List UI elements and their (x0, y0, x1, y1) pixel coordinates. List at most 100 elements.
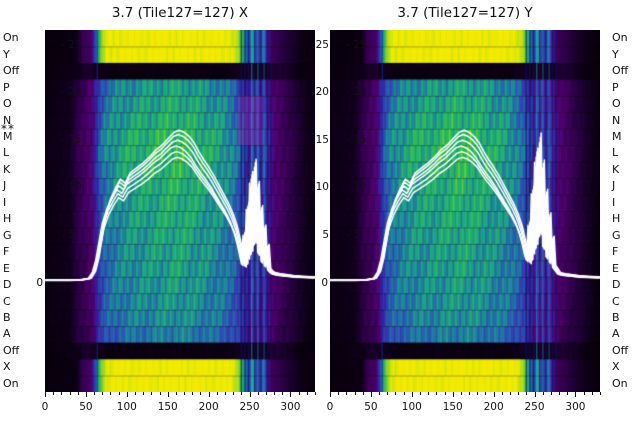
row-label-left: X (3, 360, 11, 374)
panel-title-y: 3.7 (Tile127=127) Y (397, 5, 533, 21)
row-label-right: B (612, 310, 620, 324)
x-tick-mark (403, 392, 405, 395)
row-label-right: M (612, 129, 622, 143)
x-tick-mark (175, 392, 177, 395)
x-tick-mark (306, 392, 308, 395)
x-tick-mark (395, 392, 397, 395)
row-label-right: D (612, 278, 621, 292)
y-tick-label-gap: 25 (315, 38, 329, 51)
x-tick-mark (159, 392, 161, 395)
row-label-right: F (612, 245, 619, 259)
x-tick-mark (265, 392, 267, 395)
row-label-left: A (3, 327, 11, 341)
x-tick-mark (600, 392, 601, 395)
row-label-left: F (3, 245, 10, 259)
row-label-right: N (612, 113, 621, 127)
x-tick-mark (45, 392, 46, 397)
x-tick-mark (216, 392, 218, 395)
x-tick-mark (542, 392, 544, 395)
x-tick-mark (315, 392, 316, 395)
y-tick-label-gap: 10 (315, 181, 329, 194)
x-tick-label: 100 (116, 401, 137, 413)
row-label-right: I (612, 195, 616, 209)
x-tick-mark (452, 392, 454, 397)
x-tick-mark (102, 392, 104, 395)
y-zero-label: 0 (36, 276, 43, 289)
x-tick-mark (143, 392, 145, 395)
heatmap-panel-y-canvas (330, 30, 600, 392)
x-tick-label: 250 (239, 401, 260, 413)
row-label-left: D (3, 278, 12, 292)
row-label-left: P (3, 80, 10, 94)
row-label-right: Off (612, 64, 629, 78)
x-tick-mark (77, 392, 79, 395)
row-label-left: C (3, 294, 11, 308)
x-tick-mark (53, 392, 55, 395)
y-tick-label-inner: - 5 (61, 228, 75, 241)
row-label-right: On (612, 31, 628, 45)
x-tick-label: 50 (79, 401, 93, 413)
x-tick-mark (241, 392, 243, 395)
x-tick-mark (526, 392, 528, 395)
y-tick-label-inner: - 10 (346, 181, 367, 194)
row-label-left: On (3, 31, 19, 45)
x-tick-mark (69, 392, 71, 395)
y-tick-label-inner: - 25 (61, 38, 82, 51)
x-tick-mark (510, 392, 511, 395)
row-label-left: Off (3, 64, 20, 78)
x-tick-label: 150 (157, 401, 178, 413)
x-tick-mark (559, 392, 561, 395)
row-label-left: K (3, 162, 11, 176)
x-tick-mark (249, 392, 251, 397)
y-tick-label-inner: - 25 (346, 38, 367, 51)
row-label-right: Off (612, 343, 629, 357)
y-tick-label-inner: - 5 (346, 228, 360, 241)
x-tick-mark (274, 392, 276, 395)
y-tick-label-inner: - 15 (61, 133, 82, 146)
x-tick-mark (460, 392, 462, 395)
row-label-right: J (612, 179, 616, 193)
y-tick-label-inner: - 20 (61, 86, 82, 99)
row-label-left: Off (3, 343, 20, 357)
row-label-right: Y (612, 47, 619, 61)
x-tick-mark (387, 392, 389, 395)
x-tick-mark (282, 392, 284, 395)
x-tick-label: 50 (364, 401, 378, 413)
x-tick-mark (591, 392, 593, 395)
x-tick-mark (477, 392, 479, 395)
row-label-left: O (3, 97, 12, 111)
x-tick-mark (354, 392, 356, 395)
x-tick-mark (534, 392, 536, 397)
x-tick-mark (444, 392, 446, 395)
row-label-left: B (3, 310, 11, 324)
y-tick-label-gap: 20 (315, 86, 329, 99)
x-tick-mark (411, 392, 413, 397)
x-tick-mark (567, 392, 569, 395)
row-label-left: I (3, 195, 7, 209)
x-tick-label: 100 (401, 401, 422, 413)
x-tick-mark (61, 392, 63, 395)
x-tick-mark (469, 392, 471, 395)
x-tick-mark (485, 392, 487, 395)
x-tick-mark (298, 392, 300, 395)
row-label-left: G (3, 228, 12, 242)
x-tick-label: 250 (524, 401, 545, 413)
heatmap-panel-x-canvas (45, 30, 315, 392)
x-tick-label: 200 (198, 401, 219, 413)
x-tick-label: 200 (483, 401, 504, 413)
x-tick-mark (167, 392, 169, 397)
row-marker: ** (1, 122, 15, 136)
x-tick-mark (550, 392, 552, 395)
row-label-left: N (3, 113, 12, 127)
x-tick-label: 150 (442, 401, 463, 413)
x-tick-mark (110, 392, 112, 395)
x-tick-mark (290, 392, 292, 397)
row-label-right: O (612, 97, 621, 111)
x-tick-mark (370, 392, 372, 397)
x-tick-mark (346, 392, 348, 395)
x-tick-mark (200, 392, 202, 395)
row-label-left: M (3, 129, 13, 143)
x-tick-label: 0 (326, 401, 334, 413)
row-label-left: On (3, 376, 19, 390)
